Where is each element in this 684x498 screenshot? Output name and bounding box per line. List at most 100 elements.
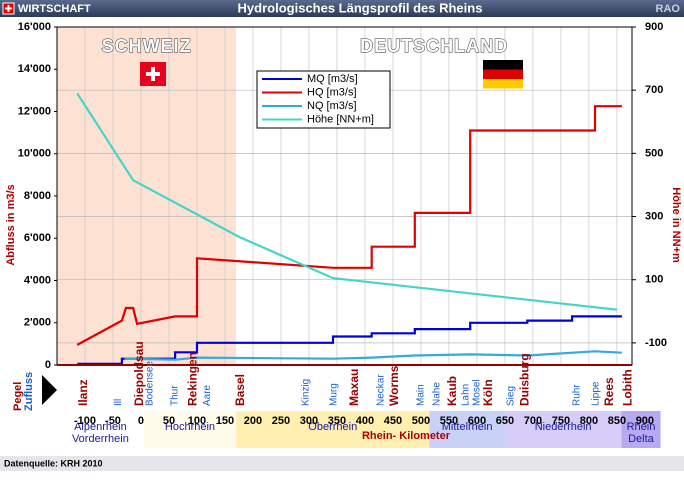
section-label: Oberrhein [308, 421, 357, 433]
gauge-label: Maxau [347, 369, 361, 406]
section-label: Hochrhein [165, 421, 215, 433]
x-tick-label: 350 [328, 415, 346, 427]
y-tick-label: 14'000 [18, 63, 51, 75]
series-line [76, 92, 618, 311]
y-tick-label: 0 [45, 359, 51, 371]
y-tick-label: 12'000 [18, 105, 51, 117]
arrow-marker [42, 375, 57, 405]
x-tick-label: 450 [384, 415, 402, 427]
gauge-label: Rees [602, 377, 616, 406]
gauge-label: Rekingen [185, 352, 199, 406]
legend-label: NQ [m3/s] [307, 100, 357, 112]
y2-tick-label: 700 [645, 84, 663, 96]
x-tick-label: 900 [636, 415, 654, 427]
x-tick-label: 700 [524, 415, 542, 427]
x-tick-label: -100 [74, 415, 96, 427]
gauge-label: Sieg [505, 386, 516, 406]
y2-axis-label: Höhe in NN+m [670, 187, 682, 263]
gauge-label: Lippe [590, 381, 601, 406]
chart-title: Hydrologisches Längsprofil des Rheins [238, 0, 483, 15]
flag-germany [483, 69, 523, 79]
x-tick-label: 150 [216, 415, 234, 427]
series-line [124, 350, 622, 361]
gauge-label: Ruhr [571, 384, 582, 406]
y-tick-label: 16'000 [18, 21, 51, 33]
lower-bands: Ilanz Diepoldsau Rekingen Basel Maxau Worms Ka… [12, 341, 661, 448]
header-icon-cross [5, 5, 12, 12]
x-tick-label: 400 [356, 415, 374, 427]
legend-label: MQ [m3/s] [307, 73, 358, 85]
footer-source: Datenquelle: KRH 2010 [4, 458, 103, 468]
section-band [143, 411, 237, 448]
section-label: Mittelrhein [442, 421, 493, 433]
footer-bar [0, 456, 684, 471]
y2-tick-label: 900 [645, 21, 663, 33]
gauge-label: Aare [202, 384, 213, 406]
x-tick-label: -50 [105, 415, 121, 427]
gauge-label: Ill [113, 399, 124, 406]
header-brand: RAO [656, 3, 681, 15]
gauge-legend: Pegel [12, 382, 24, 411]
gauge-label: Diepoldsau [132, 341, 146, 406]
y-tick-label: 6'000 [24, 232, 51, 244]
y2-tick-label: 100 [645, 274, 663, 286]
x-tick-label: 600 [468, 415, 486, 427]
section-label: Delta [628, 433, 655, 445]
header-section: WIRTSCHAFT [18, 3, 91, 15]
gauge-label: Worms [387, 365, 401, 406]
x-tick-label: 850 [608, 415, 626, 427]
gauge-label: Duisburg [517, 353, 531, 406]
gauge-label: Thur [169, 385, 180, 406]
section-band [57, 411, 144, 448]
plot-marks [76, 92, 622, 365]
x-tick-label: 650 [496, 415, 514, 427]
x-tick-label: 300 [300, 415, 318, 427]
y2-tick-label: -100 [645, 337, 667, 349]
y-axis-label: Abfluss in m3/s [5, 184, 17, 265]
flag-germany [483, 60, 523, 70]
section-label: Niederrhein [535, 421, 592, 433]
gauge-label: Mosel [472, 379, 483, 406]
gauge-label: Murg [328, 383, 339, 406]
x-tick-label: 200 [244, 415, 262, 427]
x-tick-label: 800 [580, 415, 598, 427]
legend-label: Höhe [NN+m] [307, 113, 374, 125]
gauge-label: Lobith [620, 369, 634, 406]
gauge-label: Neckar [375, 374, 386, 406]
y2-tick-label: 300 [645, 210, 663, 222]
gauge-label: Nahe [431, 382, 442, 406]
gauge-label: Lahn [461, 384, 472, 406]
gauge-legend: Zufluss [23, 372, 35, 411]
section-label: Rhein [627, 421, 656, 433]
x-tick-label: 0 [138, 415, 144, 427]
x-tick-label: 250 [272, 415, 290, 427]
section-band [621, 411, 661, 448]
section-band [429, 411, 505, 448]
legend-label: HQ [m3/s] [307, 86, 357, 98]
series-line [77, 315, 622, 365]
gauge-label: Bodensee [145, 361, 156, 406]
flag-cross [146, 67, 160, 81]
x-tick-label: 500 [412, 415, 430, 427]
y-tick-label: 10'000 [18, 148, 51, 160]
y-tick-label: 2'000 [24, 317, 51, 329]
x-tick-label: 50 [163, 415, 175, 427]
region-label: DEUTSCHLAND [360, 36, 508, 56]
flag-germany [483, 79, 523, 89]
gauge-label: Basel [233, 374, 247, 406]
section-label: Alpenrhein [74, 421, 127, 433]
x-tick-label: 100 [188, 415, 206, 427]
section-label: Vorderrhein [72, 433, 129, 445]
y-tick-label: 4'000 [24, 274, 51, 286]
section-band [236, 411, 430, 448]
x-tick-label: 750 [552, 415, 570, 427]
header-bar [0, 0, 684, 17]
section-band [504, 411, 622, 448]
y-tick-label: 8'000 [24, 190, 51, 202]
gauge-label: Köln [481, 379, 495, 406]
x-tick-label: 550 [440, 415, 458, 427]
gauge-label: Main [416, 384, 427, 406]
y2-tick-label: 500 [645, 147, 663, 159]
